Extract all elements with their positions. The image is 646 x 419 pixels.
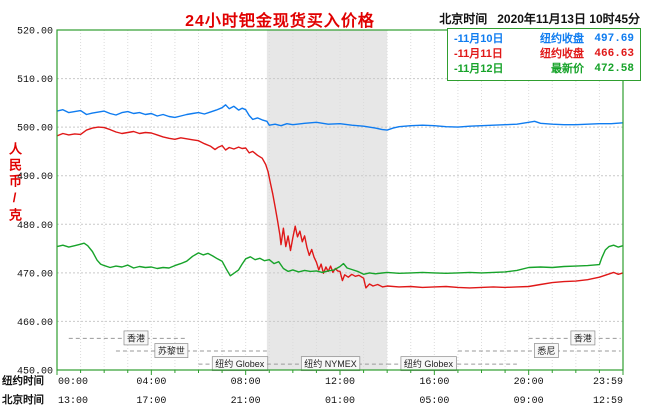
session-label-box (123, 330, 149, 346)
svg-text:480.00: 480.00 (17, 221, 53, 232)
svg-text:520.00: 520.00 (17, 27, 53, 38)
legend-date: -11月10日 (454, 33, 504, 45)
svg-text:500.00: 500.00 (17, 124, 53, 135)
legend-type: 最新价 (551, 63, 584, 75)
svg-text:12:00: 12:00 (325, 377, 355, 388)
session-label: 纽约 Globex (404, 358, 454, 369)
svg-text:01:00: 01:00 (325, 396, 355, 407)
series-line-11月11日 (56, 126, 624, 289)
session-label: 纽约 Globex (215, 358, 265, 369)
svg-text:08:00: 08:00 (231, 377, 261, 388)
page-title: 24小时钯金现货买入价格 (185, 13, 375, 30)
svg-text:460.00: 460.00 (17, 318, 53, 329)
svg-text:23:59: 23:59 (593, 377, 623, 388)
legend-date: -11月12日 (454, 63, 504, 75)
series-line-11月10日 (56, 104, 624, 131)
timestamp-label: 北京时间 (439, 12, 488, 26)
svg-text:21:00: 21:00 (231, 396, 261, 407)
legend-value: 466.63 (594, 48, 634, 60)
svg-text:04:00: 04:00 (136, 377, 166, 388)
svg-text:12:59: 12:59 (593, 396, 623, 407)
y-axis-ticks: 520.00 510.00 500.00 490.00 480.00 470.00 460.… (17, 27, 53, 378)
legend-entry-11月11日: -11月11日 纽约收盘 466.63 (454, 47, 634, 62)
beijing-timestamp: 北京时间 2020年11月13日 10时45分 (439, 10, 640, 27)
legend-value: 497.69 (594, 33, 634, 45)
legend-box: -11月10日 纽约收盘 497.69 -11月11日 纽约收盘 466.63 -11月12… (447, 28, 641, 81)
svg-text:00:00: 00:00 (58, 377, 88, 388)
session-label: 苏黎世 (158, 345, 185, 356)
svg-text:510.00: 510.00 (17, 75, 53, 86)
session-label: 纽约 NYMEX (304, 358, 357, 369)
session-label-box (570, 330, 596, 346)
session-label-box (533, 343, 559, 358)
svg-text:17:00: 17:00 (136, 396, 166, 407)
svg-text:05:00: 05:00 (419, 396, 449, 407)
y-axis-label: 人民币/克 (7, 142, 22, 224)
legend-type: 纽约收盘 (540, 48, 584, 60)
session-label: 香港 (127, 332, 145, 343)
svg-text:13:00: 13:00 (58, 396, 88, 407)
bj-time-row-label: 北京时间 (2, 393, 44, 406)
session-label-box (300, 356, 361, 372)
legend-type: 纽约收盘 (540, 33, 584, 45)
legend-value: 472.58 (594, 63, 634, 75)
svg-text:20:00: 20:00 (514, 377, 544, 388)
legend-entry-11月10日: -11月10日 纽约收盘 497.69 (454, 32, 634, 47)
x-axis-tickmarks (56, 370, 624, 375)
svg-text:450.00: 450.00 (17, 367, 53, 378)
session-label: 悉尼 (537, 345, 555, 356)
ny-time-row-label: 纽约时间 (2, 374, 44, 387)
session-label-box (400, 356, 457, 372)
timestamp-value: 2020年11月13日 10时45分 (497, 12, 640, 26)
svg-text:490.00: 490.00 (17, 172, 53, 183)
svg-text:16:00: 16:00 (419, 377, 449, 388)
series-line-11月12日 (56, 242, 624, 277)
session-label-box (154, 343, 189, 358)
svg-text:470.00: 470.00 (17, 269, 53, 280)
nymex-session-shading (266, 30, 388, 370)
legend-date: -11月11日 (454, 48, 503, 60)
session-label: 香港 (574, 332, 592, 343)
legend-entry-11月12日: -11月12日 最新价 472.58 (454, 62, 634, 77)
svg-text:09:00: 09:00 (514, 396, 544, 407)
